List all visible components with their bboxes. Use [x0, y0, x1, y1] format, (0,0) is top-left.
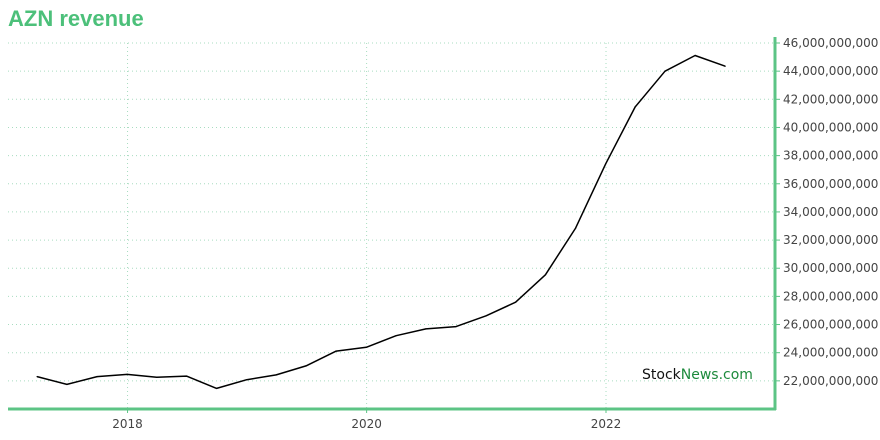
watermark-com: .com: [719, 367, 753, 383]
y-tick-label: 46,000,000,000: [783, 36, 878, 50]
x-tick-label: 2020: [351, 417, 382, 431]
y-tick-label: 34,000,000,000: [783, 205, 878, 219]
data-point: [185, 375, 188, 377]
axes: [8, 37, 780, 413]
data-point: [455, 326, 457, 328]
data-point: [485, 315, 487, 317]
x-tick-label: 2022: [591, 417, 622, 431]
data-point: [275, 374, 277, 376]
data-point: [305, 365, 307, 367]
data-point: [425, 328, 427, 330]
tick-labels: 22,000,000,000 24,000,000,000 26,000,000,0…: [112, 36, 878, 431]
chart-title: AZN revenue: [8, 6, 144, 31]
data-point: [544, 274, 547, 276]
data-point: [96, 376, 98, 378]
data-point: [36, 376, 38, 378]
y-tick-label: 42,000,000,000: [783, 92, 878, 106]
y-tick-label: 30,000,000,000: [783, 261, 878, 275]
data-point: [246, 379, 248, 381]
series-group: [36, 54, 726, 390]
watermark: StockNews.com: [642, 367, 753, 383]
data-point: [605, 163, 607, 165]
y-tick-label: 44,000,000,000: [783, 64, 878, 78]
data-point: [395, 335, 397, 337]
revenue-line: [36, 54, 726, 390]
grid-lines: [8, 42, 775, 409]
data-point: [335, 350, 337, 352]
watermark-news: News: [681, 367, 719, 383]
data-point: [216, 387, 218, 389]
watermark-stock: Stock: [642, 367, 682, 383]
y-tick-label: 38,000,000,000: [783, 149, 878, 163]
y-tick-label: 26,000,000,000: [783, 318, 878, 332]
x-tick-label: 2018: [112, 417, 143, 431]
y-tick-label: 24,000,000,000: [783, 346, 878, 360]
data-point: [694, 54, 696, 57]
y-tick-label: 28,000,000,000: [783, 289, 878, 303]
data-point: [634, 106, 636, 108]
y-tick-label: 32,000,000,000: [783, 233, 878, 247]
y-tick-label: 40,000,000,000: [783, 120, 878, 134]
data-point: [515, 301, 517, 303]
data-point: [724, 65, 726, 67]
data-point: [156, 376, 158, 378]
y-tick-label: 36,000,000,000: [783, 177, 878, 191]
data-point: [575, 227, 577, 229]
data-point: [66, 383, 68, 385]
data-point: [126, 373, 128, 375]
y-tick-label: 22,000,000,000: [783, 374, 878, 388]
data-point: [365, 346, 367, 348]
data-point: [664, 70, 666, 72]
